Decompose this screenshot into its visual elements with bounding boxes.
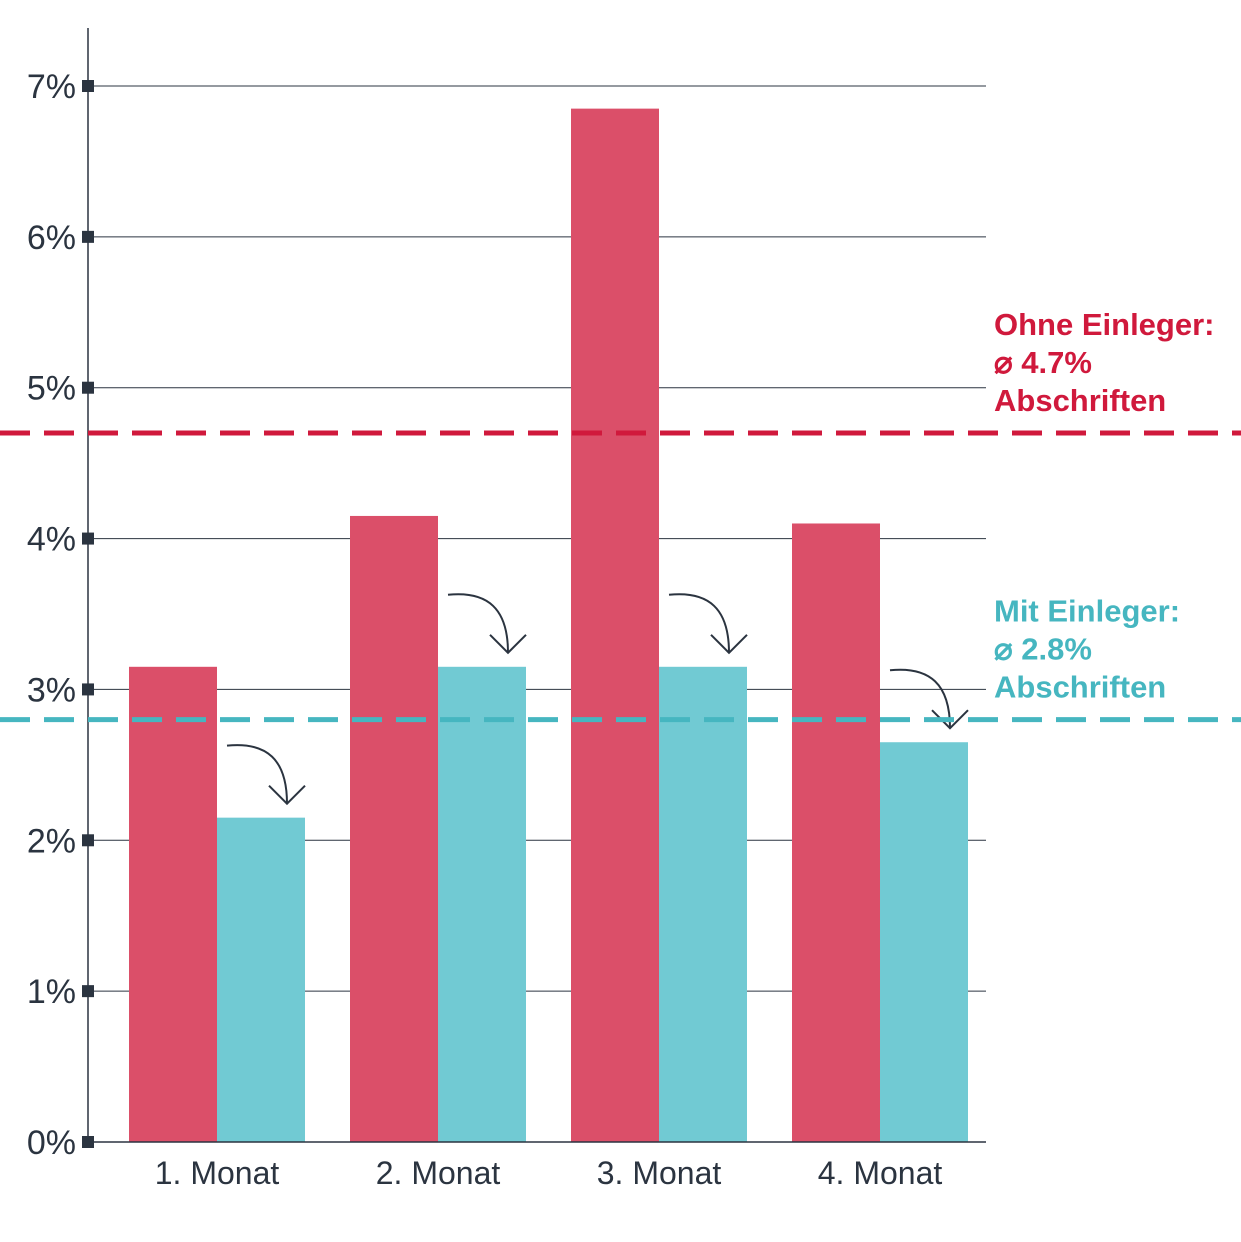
trend-arrow-head	[489, 634, 527, 655]
bars-layer	[129, 108, 968, 1143]
average-annotation: Abschriften	[994, 383, 1166, 418]
reference-lines-layer	[0, 430, 1241, 723]
bar-mit-einleger	[438, 666, 526, 1142]
x-category-label: 3. Monat	[597, 1155, 722, 1191]
bar-ohne-einleger	[350, 515, 438, 1142]
trend-arrow	[668, 593, 730, 653]
y-tick-label: 7%	[27, 68, 76, 106]
y-tick-label: 0%	[27, 1124, 76, 1162]
bar-mit-einleger	[659, 666, 747, 1142]
average-annotation: Ohne Einleger:	[994, 307, 1214, 342]
labels-layer: 0% 1% 2% 3% 4% 5% 6% 7% 1. Monat 2. Monat 3. Monat…	[27, 68, 1215, 1191]
trend-arrow-head	[931, 709, 969, 730]
trend-arrow	[889, 668, 951, 729]
bar-ohne-einleger	[571, 108, 659, 1143]
arrows-layer	[226, 593, 969, 806]
trend-arrow	[226, 744, 288, 804]
y-tick-label: 6%	[27, 219, 76, 257]
trend-arrow-head	[268, 784, 306, 806]
average-annotation: ⌀ 4.7%	[994, 345, 1092, 380]
x-category-label: 2. Monat	[376, 1155, 501, 1191]
axis-layer	[82, 28, 986, 1148]
trend-arrow-head	[710, 634, 748, 655]
bar-mit-einleger	[880, 742, 968, 1142]
average-annotation: Abschriften	[994, 670, 1166, 705]
y-tick-label: 4%	[27, 521, 76, 559]
x-category-label: 1. Monat	[155, 1155, 280, 1191]
x-category-label: 4. Monat	[818, 1155, 943, 1191]
y-tick-label: 5%	[27, 370, 76, 408]
bar-mit-einleger	[217, 817, 305, 1142]
bar-ohne-einleger	[129, 666, 217, 1142]
trend-arrow	[447, 593, 509, 653]
y-tick-label: 1%	[27, 973, 76, 1011]
y-tick-label: 3%	[27, 671, 76, 709]
average-annotation: ⌀ 2.8%	[994, 632, 1092, 667]
average-annotation: Mit Einleger:	[994, 594, 1180, 629]
y-tick-label: 2%	[27, 822, 76, 860]
bar-ohne-einleger	[792, 523, 880, 1142]
